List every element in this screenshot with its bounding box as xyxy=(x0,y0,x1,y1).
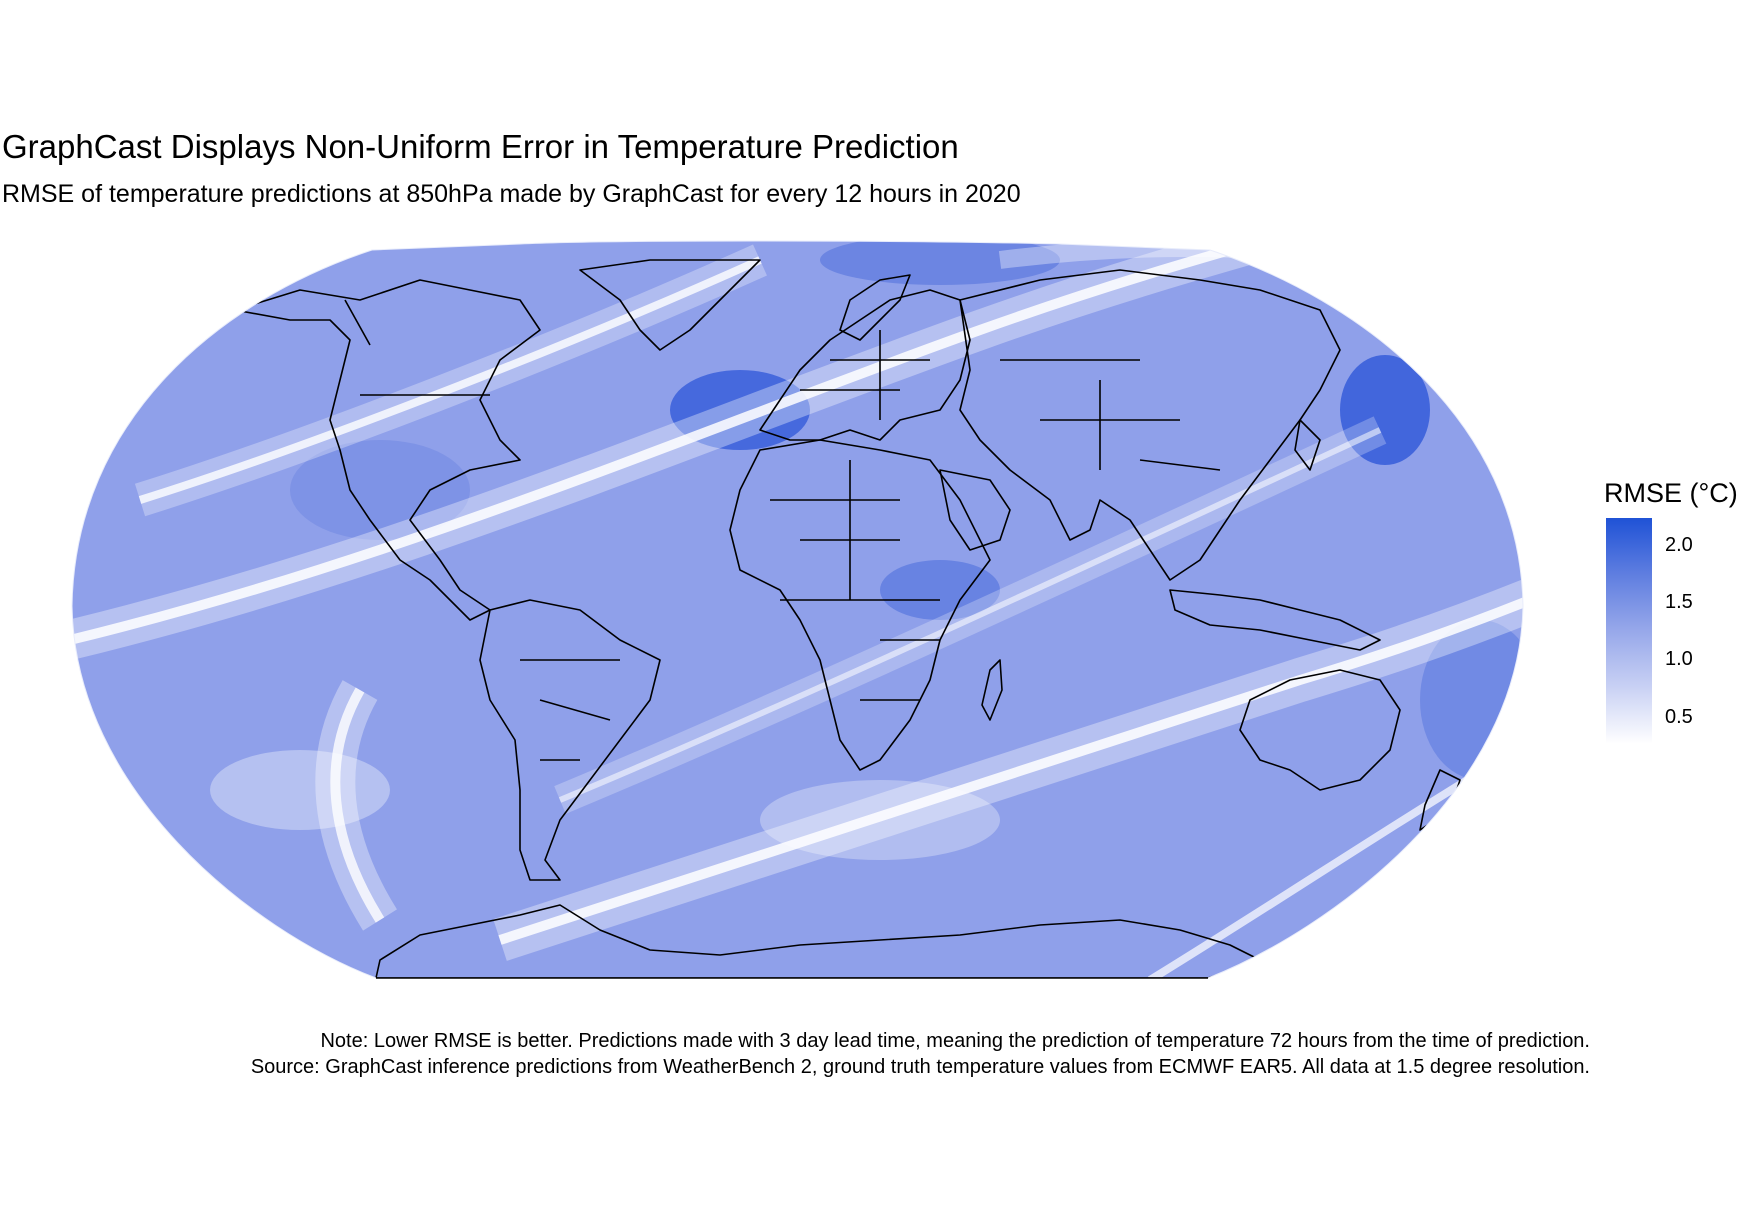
rmse-field xyxy=(72,241,1523,978)
error-patch-africa xyxy=(880,560,1000,620)
africa-borders xyxy=(770,460,940,701)
europe-borders xyxy=(800,330,930,420)
madagascar-outline xyxy=(981,659,1003,721)
coastlines xyxy=(234,259,1461,978)
south-america-borders xyxy=(520,659,620,761)
asia-outline xyxy=(959,269,1341,581)
arabia-outline xyxy=(939,469,1011,551)
legend-tick-label: 2.0 xyxy=(1665,534,1693,556)
indonesia-outline xyxy=(1169,589,1381,651)
north-america-outline xyxy=(234,279,541,621)
japan-outline xyxy=(1294,419,1321,471)
europe-outline xyxy=(759,289,971,441)
field-base xyxy=(72,241,1523,978)
legend-tick-label: 1.0 xyxy=(1665,648,1693,670)
asia-borders xyxy=(1000,359,1221,471)
legend-title: RMSE (°C) xyxy=(1604,478,1738,508)
caption-source: Source: GraphCast inference predictions … xyxy=(250,1056,1590,1078)
legend-tick-label: 0.5 xyxy=(1665,706,1693,728)
low-error-bands xyxy=(72,241,1523,978)
legend-colorbar xyxy=(1606,518,1652,744)
error-patch-arctic xyxy=(820,241,1060,285)
caption-note: Note: Lower RMSE is better. Predictions … xyxy=(320,1030,1590,1052)
south-america-outline xyxy=(479,599,661,881)
legend-tick-label: 1.5 xyxy=(1665,591,1693,613)
low-error-patch-south-pacific xyxy=(210,750,390,830)
australia-outline xyxy=(1239,669,1401,791)
alaska-border xyxy=(344,299,371,346)
chart-title: GraphCast Displays Non-Uniform Error in … xyxy=(2,128,959,165)
greenland-outline xyxy=(579,259,761,351)
chart-subtitle: RMSE of temperature predictions at 850hP… xyxy=(2,180,1021,208)
scandinavia-outline xyxy=(839,274,911,341)
error-patch-pacific-east xyxy=(290,440,470,540)
